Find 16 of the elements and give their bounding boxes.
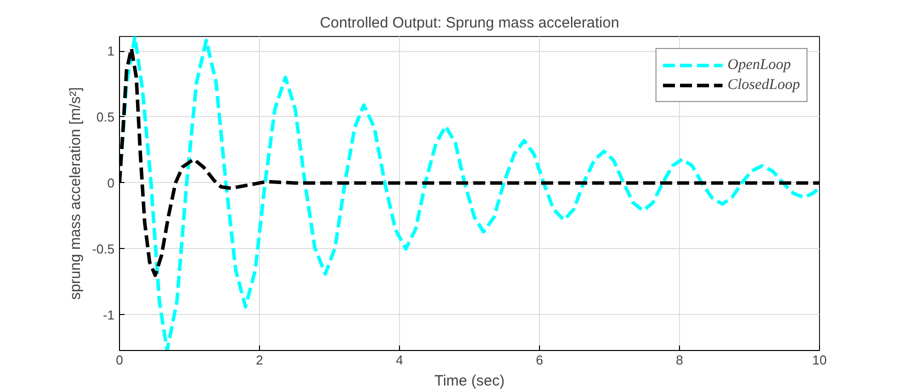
y-tick-label: 1 [107, 44, 115, 59]
x-tick-label: 8 [676, 352, 684, 368]
x-tick-label: 4 [396, 352, 404, 368]
legend-label: OpenLoop [727, 56, 791, 74]
y-tick-label: -1 [102, 307, 115, 322]
x-tick-label: 6 [536, 352, 544, 368]
line-series [120, 36, 820, 350]
y-tick-label: 0 [107, 175, 115, 190]
y-tick-label: -0.5 [92, 241, 115, 256]
x-tick-label: 2 [256, 352, 264, 368]
x-tick-label: 10 [812, 352, 827, 368]
legend-label: ClosedLoop [727, 76, 800, 94]
y-tick-label: 0.5 [96, 109, 115, 124]
y-axis-title: sprung mass acceleration [m/s²] [67, 87, 84, 300]
chart-title: Controlled Output: Sprung mass acceleration [320, 14, 620, 32]
x-axis-title: Time (sec) [434, 372, 505, 390]
